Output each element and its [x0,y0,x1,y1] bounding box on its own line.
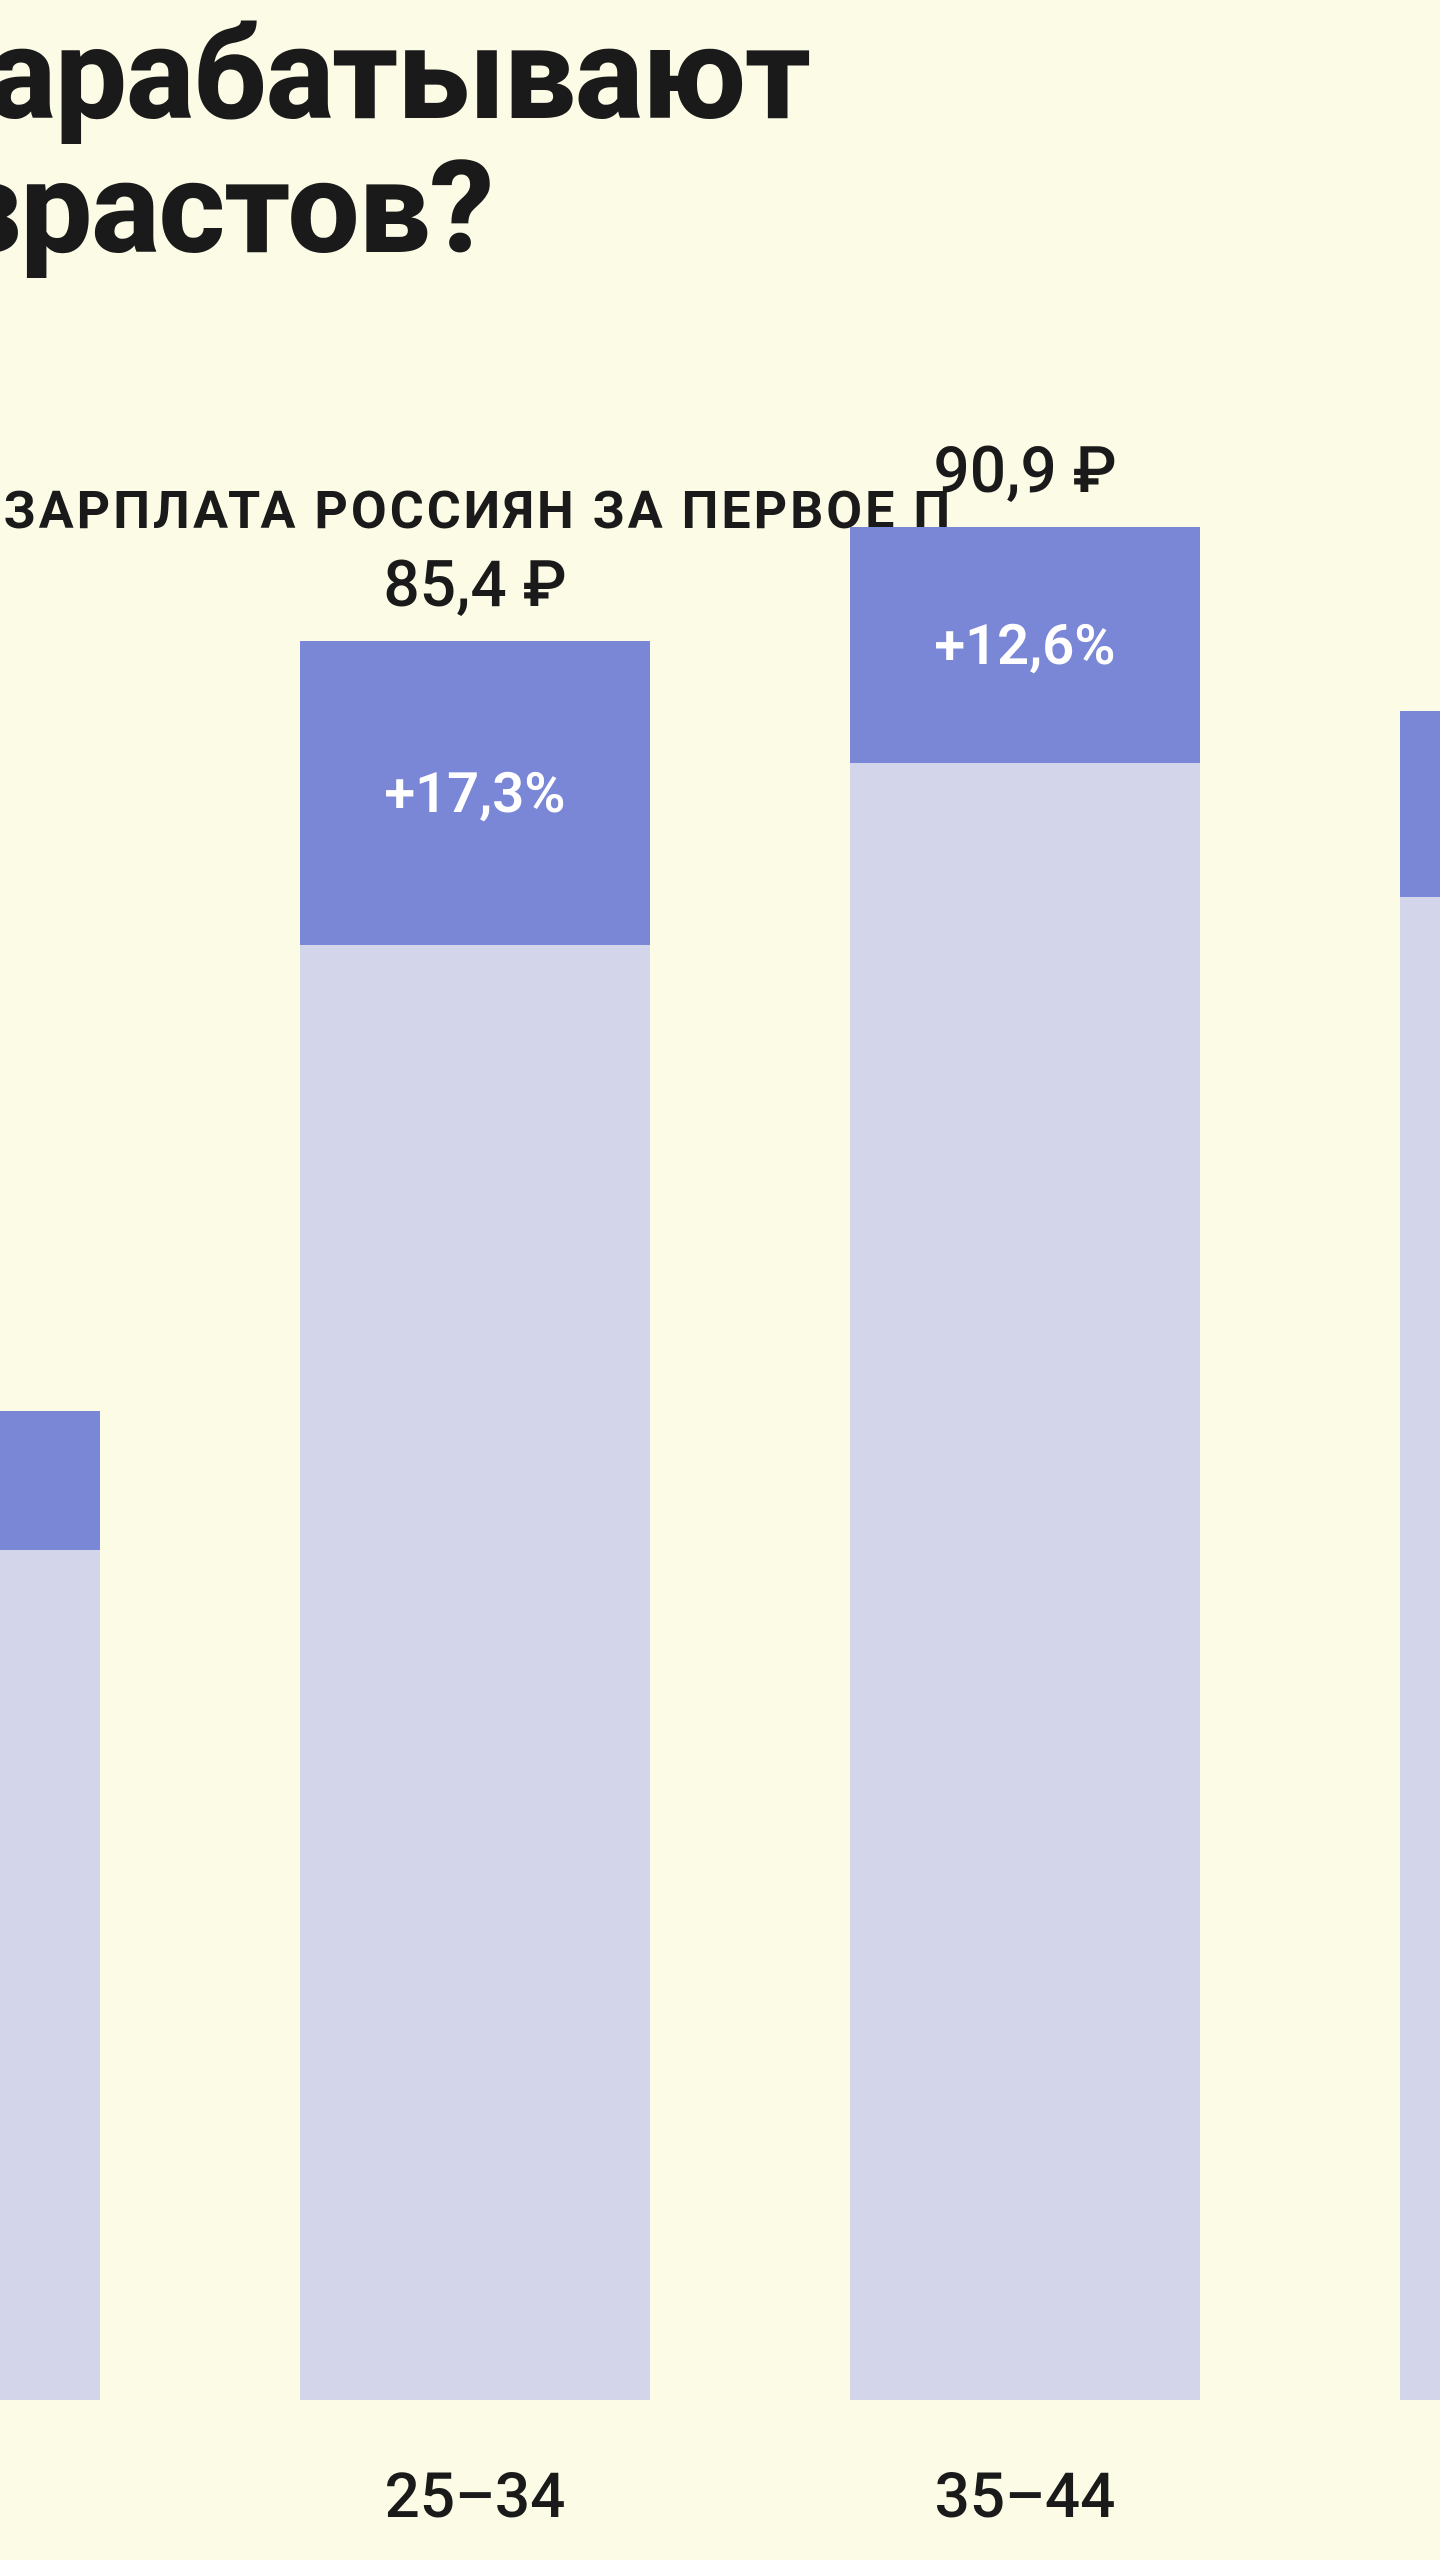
bar-value-label: 85,4 ₽ [300,547,650,622]
bar: +17,3%85,4 ₽ [300,641,650,2400]
page-title: олько зарабатывают ных возрастов? [0,8,810,277]
bar-growth: +17,3% [300,641,650,945]
bar-base [850,763,1200,2400]
x-axis-label: 4 [0,2460,100,2533]
bar-base [300,945,650,2400]
x-axis-label: 35–44 [850,2460,1200,2533]
bar-base [0,1550,100,2400]
x-axis-label: 25–34 [300,2460,650,2533]
title-line-2: ных возрастов? [0,134,493,284]
bar: +12,6%90,9 ₽ [850,527,1200,2400]
bar [1400,711,1440,2400]
chart-canvas: олько зарабатывают ных возрастов? ЯЯ ЗАР… [0,0,1440,2560]
growth-percent-label: +17,3% [384,760,565,826]
bar-base [1400,897,1440,2400]
page-subtitle: ЯЯ ЗАРПЛАТА РОССИЯН ЗА ПЕРВОЕ П [0,480,953,541]
bar-growth: +12,6% [850,527,1200,763]
bar: % [0,1411,100,2400]
bar-growth: % [0,1411,100,1549]
bar-value-label: 90,9 ₽ [850,433,1200,508]
title-line-1: олько зарабатывают [0,0,810,150]
bar-growth [1400,711,1440,897]
growth-percent-label: +12,6% [934,612,1115,678]
